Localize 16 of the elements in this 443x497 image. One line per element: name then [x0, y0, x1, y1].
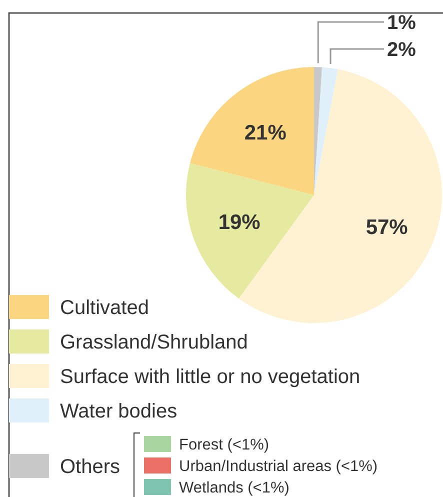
legend-label: Cultivated: [60, 297, 149, 319]
text: Urban/Industrial areas (<1%): [179, 458, 378, 475]
pie-slice: [314, 67, 338, 195]
data-label: 2%: [387, 39, 416, 61]
pie-slice: [186, 163, 314, 299]
legend-label: Grassland/Shrubland: [60, 332, 248, 354]
data-label: 19%: [218, 211, 261, 234]
legend-label: Others: [60, 456, 120, 478]
data-label: 57%: [366, 216, 408, 239]
legend-label: Water bodies: [60, 400, 178, 422]
text: Wetlands (<1%): [179, 479, 290, 496]
data-label: 21%: [244, 122, 287, 145]
text: Forest (<1%): [179, 436, 270, 454]
pie-slice: [190, 67, 314, 195]
legend-label: Surface with little or no vegetation: [60, 366, 360, 388]
data-label: 1%: [387, 12, 416, 34]
